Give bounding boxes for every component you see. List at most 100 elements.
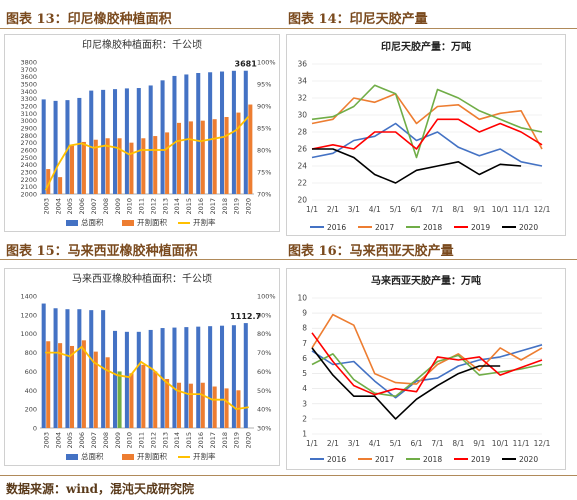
x-tick-label: 2007 xyxy=(90,432,98,449)
y-tick-label: 32 xyxy=(297,94,307,103)
rate-point xyxy=(80,142,83,145)
legend-label: 2017 xyxy=(375,455,394,464)
x-tick-label: 8/1 xyxy=(452,205,464,214)
series-line-2016 xyxy=(311,122,543,167)
rate-point xyxy=(68,355,71,358)
chart-title: 印尼天胶产量：万吨 xyxy=(381,40,471,53)
legend-swatch xyxy=(66,220,78,226)
legend-swatch xyxy=(122,220,134,226)
y2-tick-label: 90% xyxy=(257,311,271,319)
bar-total-area xyxy=(208,72,213,194)
bar-total-area xyxy=(136,331,141,428)
value-annotation: 1112.7 xyxy=(230,312,261,321)
x-tick-label: 1/1 xyxy=(306,205,318,214)
bar-total-area xyxy=(243,70,248,194)
x-tick-label: 2020 xyxy=(245,432,253,449)
y-tick-label: 26 xyxy=(297,145,307,154)
x-tick-label: 2008 xyxy=(102,432,110,449)
bar-tapped-area xyxy=(129,142,134,194)
chart-14: 印尼天胶产量：万吨 20 22 24 26 28 30 32 34 36 1/1 2/1 3/1 4/1 5… xyxy=(286,34,566,236)
y2-tick-label: 60% xyxy=(257,368,271,376)
y-tick-label: 2400 xyxy=(20,161,37,169)
rate-point xyxy=(45,188,47,191)
y-tick-label: 600 xyxy=(25,368,37,376)
rate-point xyxy=(104,368,107,371)
bar-total-area xyxy=(41,99,46,194)
rate-point xyxy=(235,408,238,411)
figure-13-label: 图表 13：印尼橡胶种植面积 xyxy=(6,12,172,27)
rate-point xyxy=(80,346,83,348)
x-tick-label: 8/1 xyxy=(452,439,464,448)
bar-tapped-area xyxy=(176,122,182,194)
bar-total-area xyxy=(231,325,236,428)
x-tick-label: 5/1 xyxy=(390,439,402,448)
bar-total-area xyxy=(172,327,177,428)
y-tick-label: 2 xyxy=(302,414,307,423)
legend-swatch xyxy=(66,454,78,460)
y-tick-label: 200 xyxy=(25,406,37,414)
bar-tapped-area xyxy=(105,357,110,428)
rate-point xyxy=(116,146,119,149)
legend-label: 2019 xyxy=(471,223,490,232)
bar-tapped-area xyxy=(153,136,158,194)
chart-title: 马来西亚橡胶种植面积：千公顷 xyxy=(72,272,212,285)
x-tick-label: 2013 xyxy=(161,432,169,449)
bar-tapped-area xyxy=(141,364,146,428)
bar-tapped-area xyxy=(200,382,205,428)
y-tick-label: 9 xyxy=(302,309,307,318)
series-line-2016 xyxy=(311,344,543,399)
x-tick-label: 2006 xyxy=(78,432,86,449)
y-tick-label: 3100 xyxy=(20,110,37,118)
rate-point xyxy=(199,393,202,395)
chart-title: 马来西亚天胶产量：万吨 xyxy=(371,274,481,287)
x-tick-label: 3/1 xyxy=(348,205,360,214)
bar-tapped-area xyxy=(248,104,253,194)
y-tick-label: 2500 xyxy=(20,154,37,162)
y-tick-label: 2800 xyxy=(20,132,37,140)
y-tick-label: 3500 xyxy=(20,81,37,89)
y2-tick-label: 70% xyxy=(257,191,271,199)
series-line-2020 xyxy=(311,347,501,420)
bar-tapped-area xyxy=(69,145,75,194)
rate-point xyxy=(68,144,71,147)
y2-tick-label: 50% xyxy=(257,387,271,395)
rate-point xyxy=(104,144,107,147)
y-tick-label: 1000 xyxy=(20,330,37,338)
bar-tapped-area xyxy=(93,139,98,194)
series-line-2018 xyxy=(311,353,543,397)
rate-point xyxy=(235,129,238,132)
x-tick-label: 11/1 xyxy=(513,205,530,214)
x-tick-label: 2016 xyxy=(197,198,205,215)
chart-16: 马来西亚天胶产量：万吨 1 2 3 4 5 6 7 8 9 10 1/1 2/1 3/1 4/1 5/1 6/1… xyxy=(286,268,566,470)
x-tick-label: 11/1 xyxy=(513,439,530,448)
bar-tapped-area xyxy=(46,341,51,428)
rate-point xyxy=(187,393,190,395)
bar-total-area xyxy=(148,329,153,428)
bar-total-area xyxy=(124,88,129,194)
x-tick-label: 2010 xyxy=(126,198,134,215)
x-tick-label: 2005 xyxy=(66,198,74,215)
legend-label: 开割率 xyxy=(193,217,216,227)
rate-point xyxy=(92,146,95,149)
x-tick-label: 2019 xyxy=(233,198,241,215)
series-line-2019 xyxy=(311,332,543,396)
y-tick-label: 6 xyxy=(302,354,307,363)
bar-tapped-area xyxy=(188,383,193,428)
x-tick-label: 2015 xyxy=(185,432,193,449)
mid-rule xyxy=(0,259,577,260)
rate-point xyxy=(140,361,142,363)
legend-label: 2018 xyxy=(423,223,442,232)
bar-total-area xyxy=(77,309,82,428)
rate-point xyxy=(187,138,190,140)
y-tick-label: 30 xyxy=(297,111,307,120)
x-tick-label: 2016 xyxy=(197,432,205,449)
y-tick-label: 22 xyxy=(297,179,307,188)
y-tick-label: 3700 xyxy=(20,66,37,74)
rate-point xyxy=(152,368,154,371)
bar-total-area xyxy=(101,89,106,194)
y2-tick-label: 80% xyxy=(257,147,271,155)
bar-tapped-area xyxy=(93,351,98,428)
bar-tapped-area xyxy=(212,386,217,428)
top-rule xyxy=(0,28,577,29)
y-tick-label: 3400 xyxy=(20,88,37,96)
